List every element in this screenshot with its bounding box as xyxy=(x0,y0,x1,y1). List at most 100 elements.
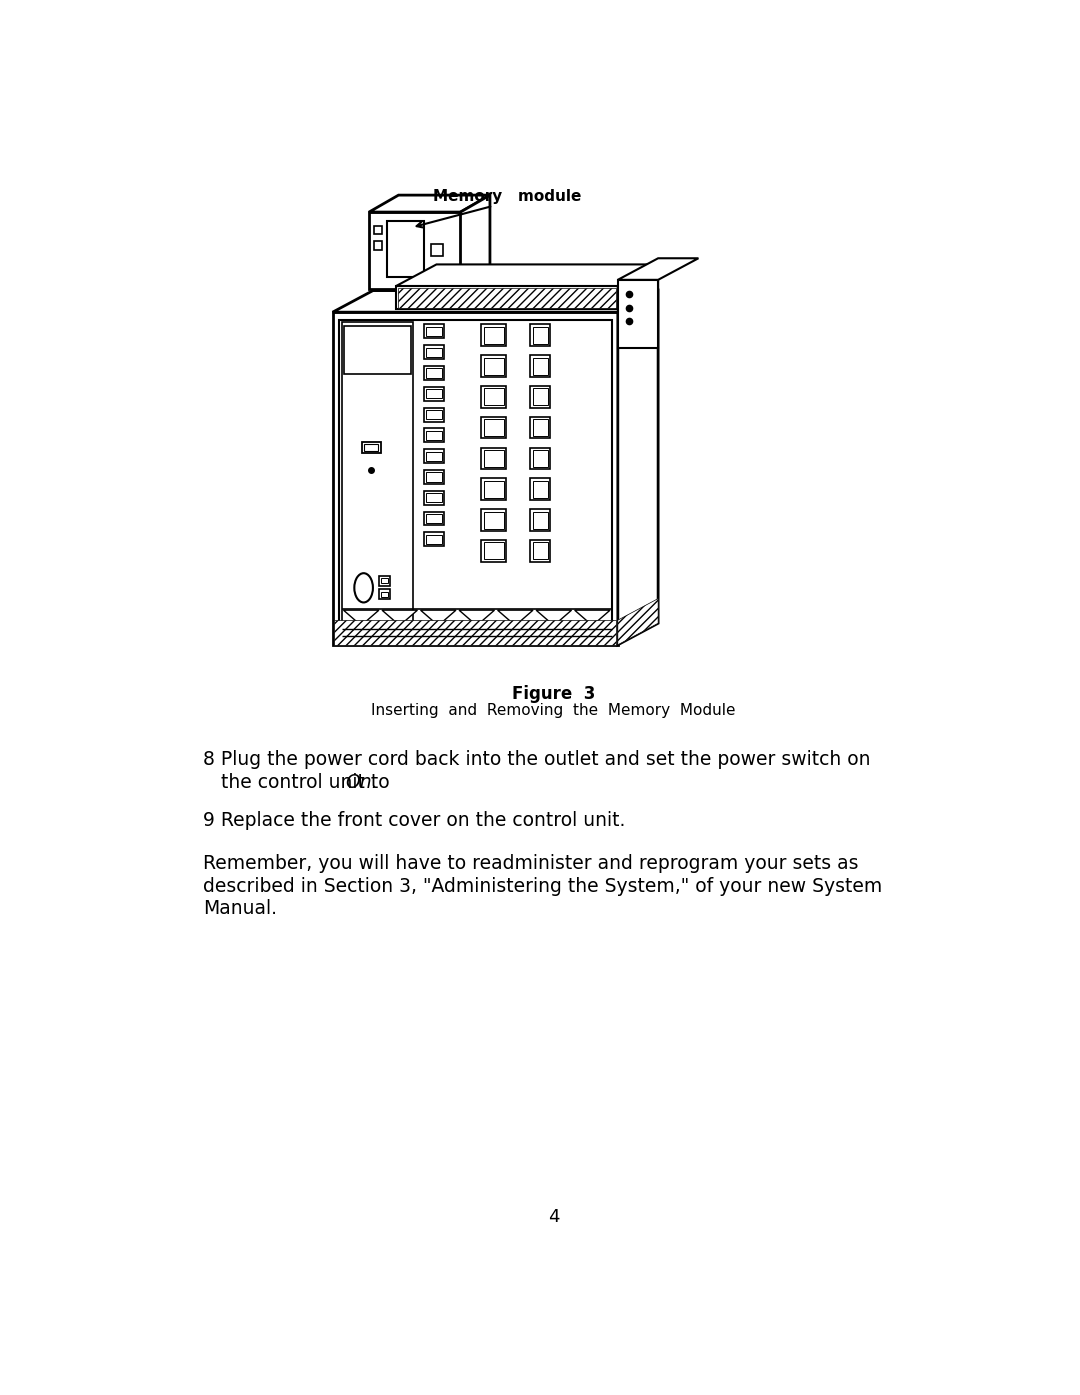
Bar xyxy=(427,368,442,378)
Bar xyxy=(427,513,442,523)
Bar xyxy=(484,543,504,559)
Bar xyxy=(424,449,444,463)
Bar xyxy=(482,386,507,407)
Bar xyxy=(427,473,442,481)
Bar xyxy=(618,280,658,347)
Bar xyxy=(482,478,507,499)
Bar xyxy=(374,241,382,250)
Polygon shape xyxy=(460,195,490,289)
Bar xyxy=(424,512,444,526)
Bar xyxy=(333,312,618,644)
Bar xyxy=(530,386,551,407)
Polygon shape xyxy=(369,195,490,212)
Bar xyxy=(482,540,507,562)
Bar xyxy=(532,543,548,559)
Polygon shape xyxy=(333,290,658,312)
Text: Manual.: Manual. xyxy=(203,898,278,918)
Bar xyxy=(381,591,388,597)
Bar xyxy=(369,212,460,289)
Bar xyxy=(396,286,618,310)
Polygon shape xyxy=(498,610,534,625)
Bar xyxy=(484,451,504,467)
Bar xyxy=(362,442,380,453)
Bar xyxy=(379,576,390,586)
Bar xyxy=(530,540,551,562)
Bar xyxy=(530,448,551,469)
Bar xyxy=(387,222,424,276)
Polygon shape xyxy=(420,610,456,625)
Bar xyxy=(424,365,444,379)
Bar xyxy=(530,509,551,531)
Text: 9 Replace the front cover on the control unit.: 9 Replace the front cover on the control… xyxy=(203,810,625,830)
Text: Figure  3: Figure 3 xyxy=(512,685,595,703)
Polygon shape xyxy=(396,265,658,286)
Bar xyxy=(427,410,442,418)
Bar xyxy=(424,470,444,484)
Bar xyxy=(427,452,442,460)
Bar xyxy=(334,621,617,644)
Polygon shape xyxy=(618,598,658,644)
Bar xyxy=(427,534,442,544)
Text: 8 Plug the power cord back into the outlet and set the power switch on: 8 Plug the power cord back into the outl… xyxy=(203,749,870,769)
Bar xyxy=(482,417,507,438)
Text: Inserting  and  Removing  the  Memory  Module: Inserting and Removing the Memory Module xyxy=(372,703,735,718)
Bar xyxy=(482,325,507,346)
Text: the control unit to: the control unit to xyxy=(203,773,396,791)
Bar xyxy=(484,357,504,374)
Bar xyxy=(424,428,444,442)
Bar xyxy=(424,407,444,421)
Bar xyxy=(482,448,507,469)
Bar xyxy=(379,589,390,600)
Bar xyxy=(424,386,444,400)
Polygon shape xyxy=(618,290,658,644)
Bar xyxy=(532,481,548,498)
Bar xyxy=(364,444,378,451)
Bar xyxy=(532,388,548,406)
Bar xyxy=(532,418,548,437)
Bar xyxy=(484,326,504,343)
Bar xyxy=(342,322,414,636)
Bar xyxy=(397,287,617,307)
Bar xyxy=(532,326,548,343)
Bar xyxy=(381,578,388,583)
Polygon shape xyxy=(343,610,379,625)
Bar xyxy=(427,389,442,399)
Bar xyxy=(427,326,442,336)
Bar xyxy=(532,512,548,529)
Bar xyxy=(484,481,504,498)
Text: Remember, you will have to readminister and reprogram your sets as: Remember, you will have to readminister … xyxy=(203,854,859,873)
Text: 4: 4 xyxy=(548,1208,559,1226)
Bar xyxy=(530,478,551,499)
Bar xyxy=(530,417,551,438)
Bar xyxy=(532,357,548,374)
Polygon shape xyxy=(618,265,658,310)
Bar xyxy=(482,509,507,531)
Bar xyxy=(530,325,551,346)
Text: Memory   module: Memory module xyxy=(433,190,581,204)
Bar xyxy=(339,319,611,639)
Bar xyxy=(431,244,443,255)
Ellipse shape xyxy=(354,573,373,603)
Bar xyxy=(530,356,551,377)
Bar xyxy=(424,346,444,359)
Text: On.: On. xyxy=(345,773,378,791)
Bar xyxy=(484,512,504,529)
Bar xyxy=(484,418,504,437)
Bar xyxy=(424,325,444,339)
Polygon shape xyxy=(382,610,418,625)
Polygon shape xyxy=(459,610,495,625)
Bar xyxy=(482,356,507,377)
Bar xyxy=(427,492,442,502)
Bar xyxy=(345,326,410,374)
Bar xyxy=(532,451,548,467)
Bar xyxy=(424,533,444,547)
Bar xyxy=(427,431,442,439)
Polygon shape xyxy=(575,610,610,625)
Text: described in Section 3, "Administering the System," of your new System: described in Section 3, "Administering t… xyxy=(203,876,882,896)
Bar xyxy=(374,226,382,234)
Bar xyxy=(424,491,444,505)
Polygon shape xyxy=(618,258,699,280)
Bar xyxy=(427,347,442,357)
Bar xyxy=(484,388,504,406)
Polygon shape xyxy=(536,610,571,625)
